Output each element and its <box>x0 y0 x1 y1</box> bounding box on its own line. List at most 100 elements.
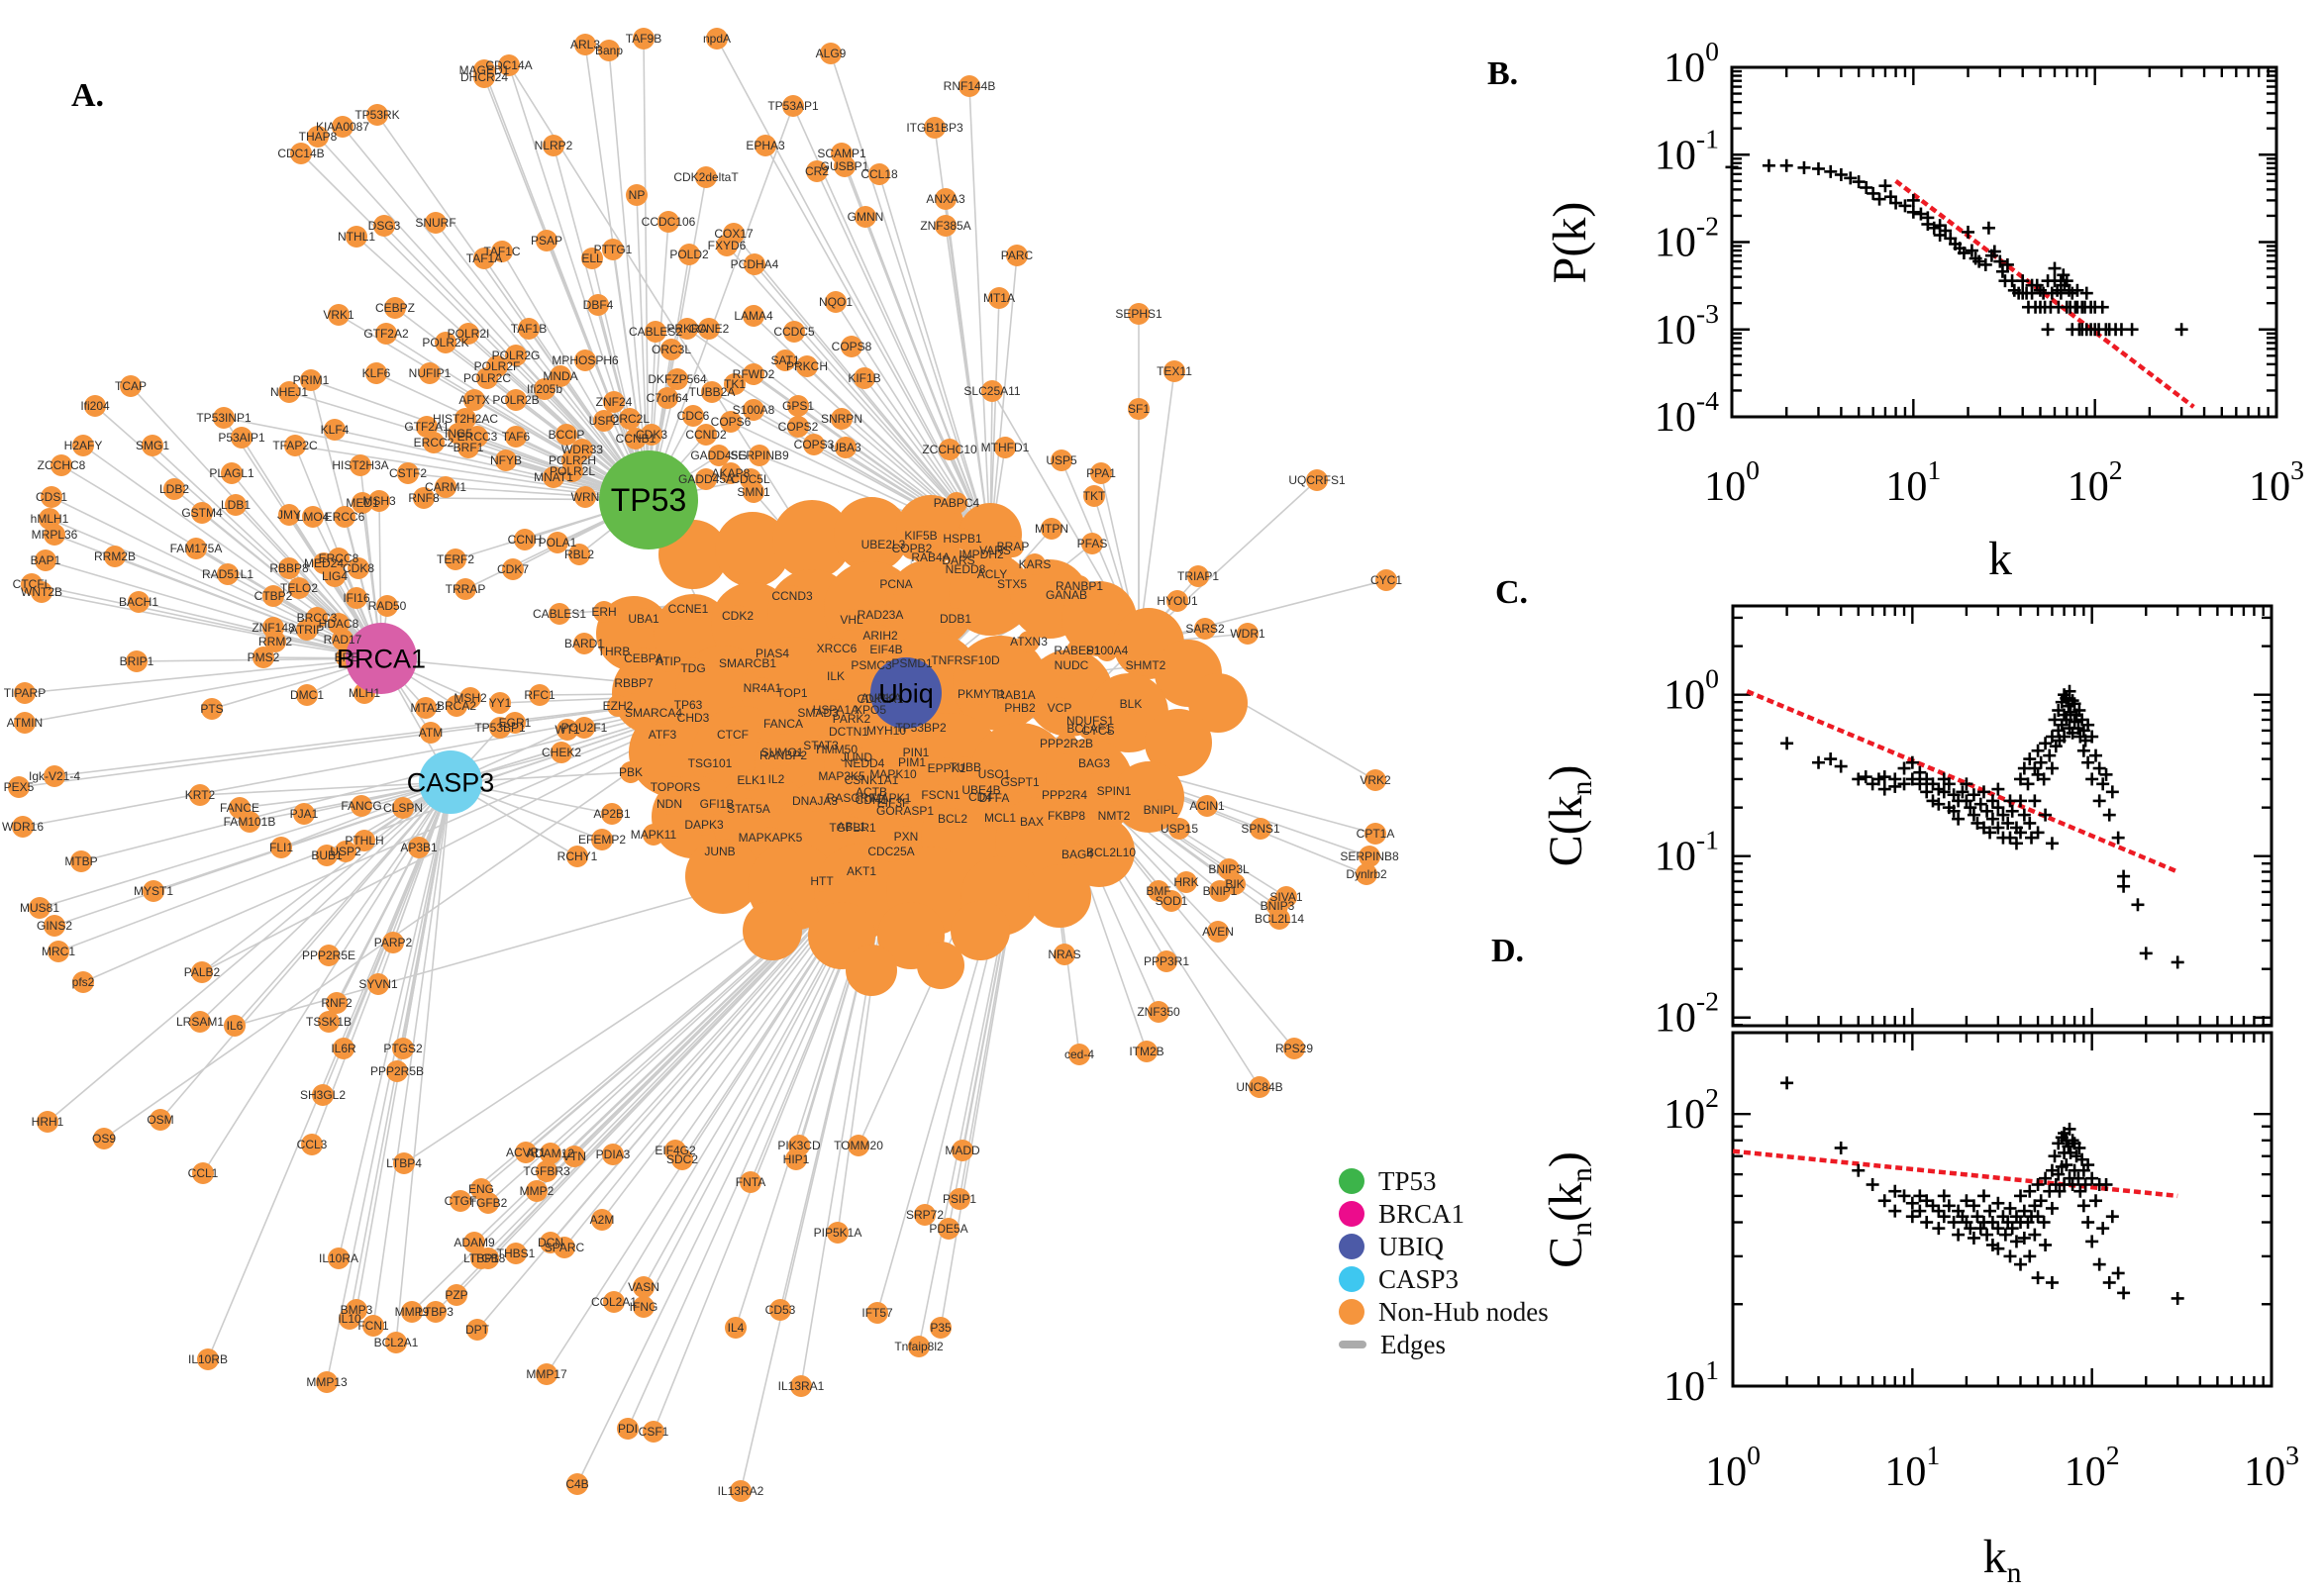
node-label: USO1 <box>978 767 1011 781</box>
non-hub-node <box>1163 360 1185 382</box>
node-label: CSF1 <box>639 1425 669 1439</box>
edge <box>239 781 452 809</box>
y-tick-label: 100 <box>1664 36 1719 91</box>
non-hub-node <box>695 468 717 490</box>
node-label: BNIP3L <box>1208 862 1250 876</box>
non-hub-node <box>838 721 859 743</box>
ticks <box>1731 606 2273 1027</box>
node-label: PSIP1 <box>943 1192 976 1206</box>
non-hub-node <box>633 1276 655 1298</box>
node-label: BRCC3 <box>297 611 338 625</box>
node-label: ACTB <box>856 785 887 799</box>
edge <box>968 85 991 546</box>
node-label: BCLAF1 <box>1066 722 1112 736</box>
node-label: FANCA <box>763 717 803 731</box>
non-hub-node <box>626 184 648 206</box>
non-hub-node <box>470 1247 492 1269</box>
edge <box>864 216 991 546</box>
non-hub-node <box>466 1319 488 1341</box>
non-hub-node <box>354 830 375 851</box>
node-label: ATF3 <box>649 728 677 742</box>
node-label: MAPK10 <box>869 767 917 781</box>
non-hub-node <box>189 1011 211 1033</box>
node-label: BNIPL <box>1144 803 1178 817</box>
node-label: MADD <box>945 1144 980 1157</box>
node-label: IL6 <box>227 1019 244 1033</box>
node-label: MNAT1 <box>534 470 573 484</box>
node-label: C7orf64 <box>647 391 689 405</box>
node-label: ERH <box>591 605 616 619</box>
node-label: PIM1 <box>898 755 926 769</box>
core-node <box>685 839 760 914</box>
non-hub-node <box>706 793 728 815</box>
non-hub-node <box>70 850 92 872</box>
node-label: CDC6 <box>677 409 710 423</box>
node-label: RANBP1 <box>1056 579 1103 593</box>
non-hub-node <box>435 332 456 353</box>
non-hub-node <box>1083 485 1105 507</box>
node-label: CCNE1 <box>668 602 709 616</box>
node-label: PCDHA4 <box>731 257 779 271</box>
non-hub-node <box>678 244 700 265</box>
non-hub-node <box>37 1111 58 1133</box>
non-hub-node <box>362 1315 384 1337</box>
non-hub-node <box>189 784 211 806</box>
non-hub-node <box>302 506 324 528</box>
node-label: POLR2L <box>550 464 595 478</box>
node-label: PSMD1 <box>891 656 933 670</box>
node-label: LDB1 <box>221 498 251 512</box>
node-label: KIF1B <box>848 371 880 385</box>
node-label: MAPK11 <box>631 828 677 842</box>
edge <box>726 245 991 546</box>
non-hub-node <box>1135 654 1157 676</box>
non-hub-node <box>701 381 723 403</box>
panel-label-d: D. <box>1491 933 1525 969</box>
non-hub-node <box>1001 573 1023 595</box>
node-swatch-icon <box>1339 1201 1364 1227</box>
non-hub-node <box>518 318 540 340</box>
non-hub-node <box>126 650 148 672</box>
non-hub-node <box>1021 811 1043 833</box>
non-hub-node <box>312 1084 334 1106</box>
non-hub-node <box>761 643 783 664</box>
node-label: P35 <box>930 1321 952 1335</box>
node-label: CCNH <box>508 533 543 547</box>
non-hub-node <box>645 321 666 343</box>
hub-label-brca1: BRCA1 <box>337 644 426 673</box>
node-label: RBBP7 <box>614 676 654 690</box>
core-node <box>772 500 852 579</box>
node-label: POLR2G <box>492 349 541 362</box>
node-label: Ifi204 <box>80 399 110 413</box>
node-label: ADAM12 <box>527 1147 574 1160</box>
non-hub-node <box>568 544 590 565</box>
non-hub-node <box>549 603 570 625</box>
non-hub-node <box>284 435 306 456</box>
non-hub-node <box>989 807 1011 829</box>
non-hub-node <box>473 66 495 88</box>
network-nodes <box>8 28 1397 1502</box>
non-hub-node <box>328 304 350 326</box>
node-label: COPS8 <box>832 340 872 353</box>
non-hub-node <box>807 702 829 724</box>
node-label: CPT1A <box>1357 827 1395 841</box>
edge <box>47 781 452 1123</box>
non-hub-node <box>671 1148 693 1170</box>
node-label: ELK1 <box>737 773 766 787</box>
node-label: CDK7 <box>497 562 529 576</box>
non-hub-node <box>1090 462 1112 484</box>
non-hub-node <box>1168 818 1190 840</box>
edge <box>199 781 452 1023</box>
non-hub-node <box>825 699 847 721</box>
non-hub-node <box>1002 536 1024 557</box>
non-hub-node <box>72 971 94 993</box>
node-label: SUMO1 <box>761 746 804 759</box>
non-hub-node <box>782 95 804 117</box>
non-hub-node <box>307 126 329 148</box>
non-hub-node <box>633 608 655 630</box>
node-label: CDS1 <box>36 490 67 504</box>
node-label: MAPKAPK5 <box>739 831 803 845</box>
edge <box>764 145 991 546</box>
hub-node-casp3 <box>419 750 482 814</box>
non-hub-node <box>851 860 872 882</box>
node-label: BMP3 <box>341 1303 373 1317</box>
